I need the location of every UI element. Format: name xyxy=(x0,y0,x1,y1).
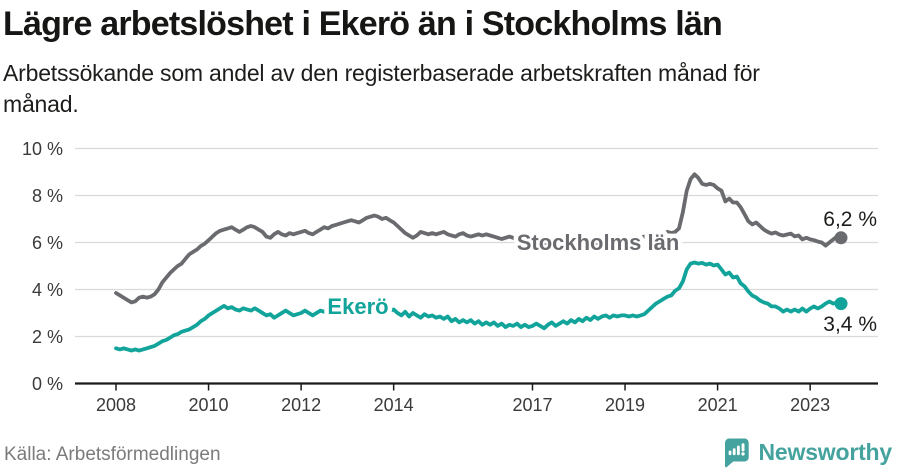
newsworthy-wordmark: Newsworthy xyxy=(758,439,893,465)
series-end-dot xyxy=(834,231,848,245)
y-tick-label: 4 % xyxy=(32,280,63,300)
series-line-ekero xyxy=(114,260,843,353)
series-inline-label: Ekerö xyxy=(327,294,388,319)
newsworthy-logo: Newsworthy xyxy=(721,437,892,468)
x-tick-label: 2012 xyxy=(281,395,321,415)
series-inline-label: Stockholms län xyxy=(517,230,680,255)
x-tick-label: 2023 xyxy=(790,395,830,415)
series-line-stockholms-lan xyxy=(114,172,843,305)
x-tick-label: 2014 xyxy=(374,395,414,415)
series-end-value-label: 6,2 % xyxy=(823,208,877,231)
y-tick-label: 8 % xyxy=(32,186,63,206)
x-tick-label: 2021 xyxy=(698,395,738,415)
page-title: Lägre arbetslöshet i Ekerö än i Stockhol… xyxy=(3,5,723,43)
y-tick-label: 10 % xyxy=(22,139,63,159)
x-tick-label: 2017 xyxy=(512,395,552,415)
y-tick-label: 2 % xyxy=(32,327,63,347)
y-tick-label: 6 % xyxy=(32,233,63,253)
x-tick-label: 2008 xyxy=(96,395,136,415)
y-tick-label: 0 % xyxy=(32,374,63,394)
series-end-dot xyxy=(834,297,848,311)
newsworthy-bubble-icon xyxy=(724,438,749,468)
x-tick-label: 2010 xyxy=(189,395,229,415)
x-tick-label: 2019 xyxy=(605,395,645,415)
series-end-value-label: 3,4 % xyxy=(823,313,877,336)
chart-subtitle: Arbetssökande som andel av den registerb… xyxy=(3,60,760,117)
source-credit: Källa: Arbetsförmedlingen xyxy=(4,444,221,465)
